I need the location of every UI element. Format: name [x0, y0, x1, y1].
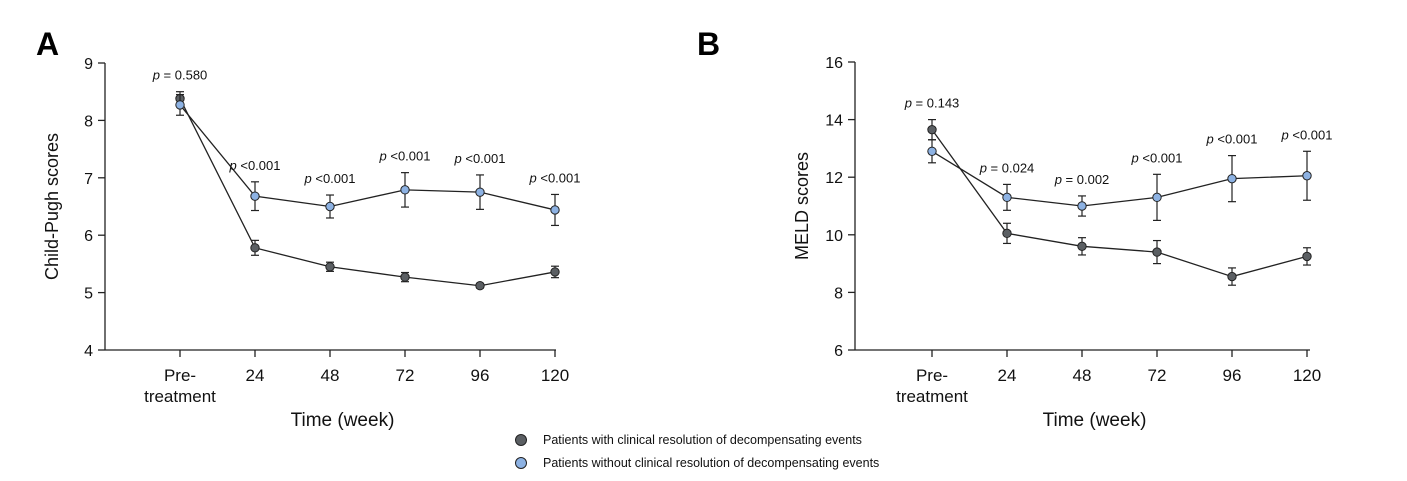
- p-value-annotation: p = 0.024: [979, 160, 1035, 175]
- x-tick-label: 72: [396, 366, 415, 385]
- data-point-unresolved: [175, 100, 185, 110]
- data-point-unresolved: [550, 205, 560, 215]
- y-tick-label: 6: [84, 228, 93, 245]
- y-axis-label: MELD scores: [792, 152, 812, 260]
- legend-marker-resolved: [515, 433, 527, 446]
- p-value-annotation: p <0.001: [1206, 132, 1258, 147]
- y-tick-label: 14: [825, 113, 843, 130]
- data-point-resolved: [1077, 241, 1087, 252]
- data-point-resolved: [1227, 271, 1237, 282]
- series-line-unresolved: [179, 104, 556, 211]
- x-tick-label: 48: [321, 366, 340, 385]
- data-point-resolved: [400, 272, 410, 282]
- data-point-unresolved: [1002, 192, 1012, 203]
- data-point-unresolved: [927, 146, 937, 156]
- p-value-annotation: p <0.001: [379, 149, 431, 164]
- data-point-unresolved: [400, 185, 410, 195]
- data-point-unresolved: [1152, 192, 1162, 203]
- y-tick-label: 9: [84, 56, 93, 73]
- x-tick-label: 120: [1293, 366, 1321, 385]
- p-value-annotation: p <0.001: [529, 170, 581, 185]
- y-tick-label: 10: [825, 228, 843, 245]
- data-point-unresolved: [250, 191, 260, 201]
- x-tick-label: 24: [998, 366, 1017, 385]
- y-tick-label: 12: [825, 170, 843, 187]
- p-value-annotation: p = 0.002: [1054, 172, 1110, 187]
- data-point-resolved: [1002, 228, 1012, 239]
- x-tick-label: 72: [1148, 366, 1167, 385]
- series-line-resolved: [931, 129, 1308, 278]
- panel-b: B 6 8 10 12 14 16 MELD scores Pre-treatment 24 48 7…: [697, 26, 1332, 431]
- y-axis-label: Child-Pugh scores: [42, 133, 62, 280]
- p-value-annotation: p <0.001: [454, 151, 506, 166]
- y-tick-label: 6: [834, 343, 843, 360]
- y-tick-label: 4: [84, 343, 93, 360]
- p-value-annotation: p <0.001: [1281, 127, 1333, 142]
- y-tick-label: 7: [84, 171, 93, 188]
- y-tick-label: 5: [84, 286, 93, 303]
- legend-item-unresolved: Patients without clinical resolution of …: [515, 451, 879, 474]
- data-point-resolved: [1152, 247, 1162, 257]
- data-point-unresolved: [475, 187, 485, 197]
- series-line-unresolved: [931, 150, 1308, 207]
- x-tick-label: Pre-treatment: [896, 366, 968, 406]
- data-point-resolved: [927, 124, 937, 135]
- p-value-annotation: p <0.001: [304, 171, 356, 186]
- panel-label: B: [697, 26, 720, 62]
- x-tick-label: Pre-treatment: [144, 366, 216, 406]
- legend-label-resolved: Patients with clinical resolution of dec…: [543, 432, 862, 447]
- data-point-resolved: [250, 243, 260, 253]
- data-point-resolved: [1302, 251, 1312, 262]
- data-point-unresolved: [1302, 171, 1312, 181]
- x-tick-label: 48: [1073, 366, 1092, 385]
- data-point-unresolved: [325, 201, 335, 212]
- x-tick-label: 96: [1223, 366, 1242, 385]
- panel-a: A 4 5 6 7 8 9 Child-Pugh scores Pre-treatment 24 4…: [36, 26, 580, 431]
- legend-marker-unresolved: [515, 456, 527, 469]
- x-axis-label: Time (week): [1043, 410, 1147, 431]
- x-tick-label: 24: [246, 366, 265, 385]
- x-tick-label: 120: [541, 366, 569, 385]
- legend: Patients with clinical resolution of dec…: [515, 428, 879, 474]
- y-tick-label: 8: [84, 113, 93, 130]
- y-tick-label: 8: [834, 285, 843, 302]
- p-value-annotation: p <0.001: [1131, 150, 1183, 165]
- data-point-resolved: [550, 267, 560, 277]
- data-point-unresolved: [1227, 173, 1237, 184]
- data-point-resolved: [325, 262, 335, 272]
- legend-item-resolved: Patients with clinical resolution of dec…: [515, 428, 879, 451]
- p-value-annotation: p = 0.580: [152, 68, 208, 83]
- y-tick-label: 16: [825, 55, 843, 72]
- x-tick-label: 96: [471, 366, 490, 385]
- data-point-resolved: [475, 281, 485, 291]
- p-value-annotation: p = 0.143: [904, 96, 960, 111]
- legend-label-unresolved: Patients without clinical resolution of …: [543, 455, 880, 470]
- series-line-resolved: [179, 98, 556, 287]
- panel-label: A: [36, 26, 59, 62]
- data-point-unresolved: [1077, 201, 1087, 211]
- x-axis-label: Time (week): [291, 410, 395, 431]
- p-value-annotation: p <0.001: [229, 158, 281, 173]
